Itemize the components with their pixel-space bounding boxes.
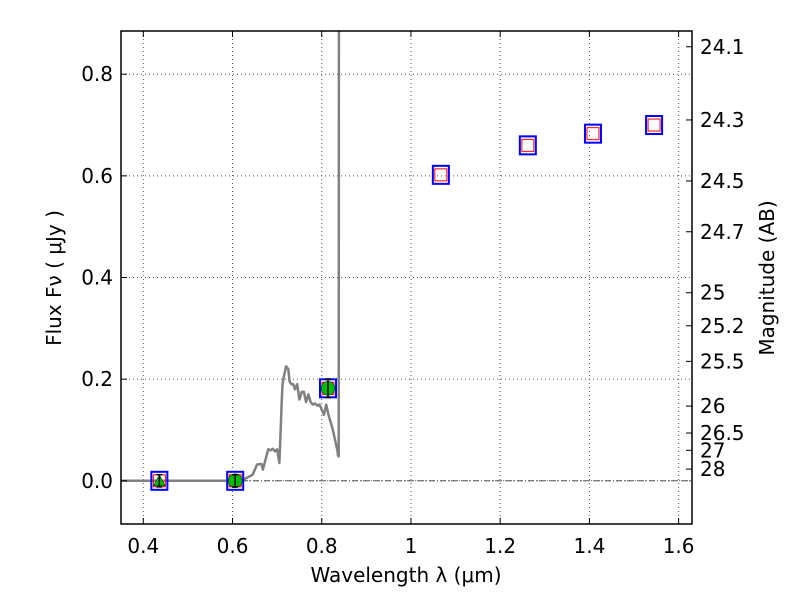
y2-tick-label: 26.5 xyxy=(700,421,745,445)
model-point-inner xyxy=(434,168,448,182)
y2-tick-label: 28 xyxy=(700,457,725,481)
y2-tick-label: 24.3 xyxy=(700,108,745,132)
y2-tick-label: 26 xyxy=(700,394,725,418)
y2-tick-label: 25 xyxy=(700,281,725,305)
y-tick-label: 0.8 xyxy=(81,62,113,86)
y-tick-label: 0.0 xyxy=(81,469,113,493)
x-tick-label: 0.8 xyxy=(306,534,338,558)
model-point-outer xyxy=(431,164,450,185)
y-axis-label: Flux Fν ( μJy ) xyxy=(42,210,66,346)
x-tick-label: 1.6 xyxy=(663,534,695,558)
y2-axis-label: Magnitude (AB) xyxy=(755,200,779,355)
model-point-outer xyxy=(583,123,602,144)
y2-tick-label: 27 xyxy=(700,438,725,462)
model-point-inner xyxy=(647,118,661,132)
model-point-outer xyxy=(645,115,664,136)
y2-tick-label: 25.5 xyxy=(700,349,745,373)
x-axis-label: Wavelength λ (μm) xyxy=(310,563,501,587)
model-point-inner xyxy=(521,138,535,152)
x-tick-label: 1.2 xyxy=(484,534,516,558)
model-point-inner xyxy=(586,127,600,141)
x-tick-label: 1 xyxy=(405,534,418,558)
model-points-group xyxy=(150,115,664,491)
y-tick-label: 0.4 xyxy=(81,266,113,290)
spectrum-group xyxy=(121,31,341,483)
y2-tick-label: 24.1 xyxy=(700,35,745,59)
y-tick-label: 0.6 xyxy=(81,164,113,188)
axis-ticks: 0.4 0.6 0.8 1 1.2 1.4 1.6 0.0 0.2 0.4 0.6 0.8 24.1 24… xyxy=(81,31,745,558)
model-spectrum-line xyxy=(121,31,341,483)
y-tick-label: 0.2 xyxy=(81,367,113,391)
model-point-outer xyxy=(226,470,245,491)
y2-tick-label: 24.5 xyxy=(700,169,745,193)
model-point-outer xyxy=(518,135,537,156)
x-tick-label: 1.4 xyxy=(573,534,605,558)
model-point-outer xyxy=(150,470,169,491)
y2-tick-label: 25.2 xyxy=(700,314,745,338)
y2-tick-label: 24.7 xyxy=(700,220,745,244)
x-tick-label: 0.6 xyxy=(217,534,249,558)
observed-points-group xyxy=(152,378,336,489)
x-tick-label: 0.4 xyxy=(127,534,159,558)
